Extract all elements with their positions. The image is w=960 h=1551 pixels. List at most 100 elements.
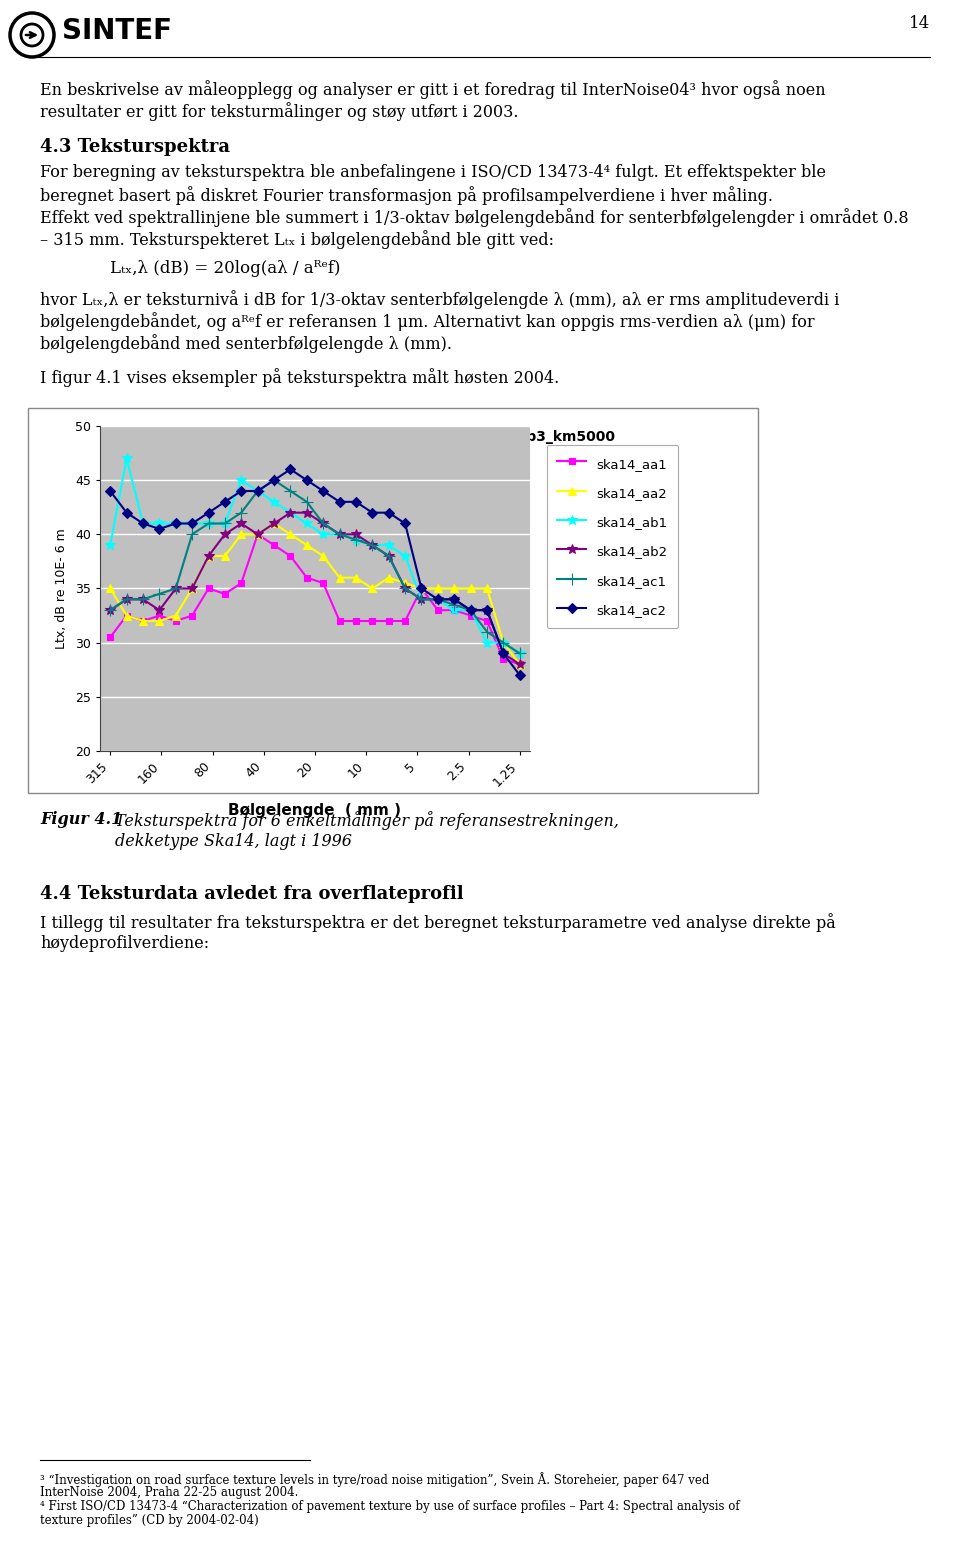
Text: Effekt ved spektrallinjene ble summert i 1/3-oktav bølgelengdebånd for senterbfø: Effekt ved spektrallinjene ble summert i… — [40, 208, 908, 226]
ska14_ac1 — [334, 526, 346, 544]
ska14_ac1 — [432, 589, 444, 608]
Text: Rv2_hp3_km5000: Rv2_hp3_km5000 — [481, 430, 615, 444]
ska14_ab1 — [268, 493, 279, 512]
ska14_ab2 — [252, 526, 263, 544]
Text: En beskrivelse av måleopplegg og analyser er gitt i et foredrag til InterNoise04: En beskrivelse av måleopplegg og analyse… — [40, 81, 826, 99]
Text: texture profiles” (CD by 2004-02-04): texture profiles” (CD by 2004-02-04) — [40, 1514, 259, 1528]
ska14_ac1 — [252, 482, 263, 501]
ska14_aa2 — [481, 579, 492, 597]
ska14_ab1 — [105, 535, 116, 554]
ska14_aa2 — [497, 633, 509, 651]
Line: ska14_aa1: ska14_aa1 — [107, 530, 523, 668]
ska14_aa2 — [334, 568, 346, 586]
ska14_ac1 — [285, 482, 297, 501]
ska14_aa2 — [137, 611, 149, 630]
ska14_aa1 — [170, 611, 181, 630]
ska14_aa2 — [219, 546, 230, 565]
ska14_ac1 — [465, 600, 476, 619]
ska14_aa1 — [514, 655, 525, 673]
ska14_aa2 — [350, 568, 362, 586]
ska14_aa1 — [301, 568, 313, 586]
ska14_ab1 — [219, 515, 230, 534]
ska14_aa2 — [252, 526, 263, 544]
ska14_ab1 — [448, 600, 460, 619]
ska14_ac1 — [121, 589, 132, 608]
ska14_ac2 — [465, 600, 476, 619]
ska14_ac2 — [235, 482, 247, 501]
ska14_aa2 — [235, 526, 247, 544]
ska14_ac2 — [383, 504, 395, 523]
ska14_ac1 — [219, 515, 230, 534]
ska14_ab2 — [219, 526, 230, 544]
ska14_ac1 — [235, 504, 247, 523]
ska14_ac1 — [448, 596, 460, 614]
ska14_ab1 — [481, 633, 492, 651]
ska14_aa1 — [203, 579, 214, 597]
ska14_ab1 — [170, 515, 181, 534]
Text: bølgelengdebånd med senterbfølgelengde λ (mm).: bølgelengdebånd med senterbfølgelengde λ… — [40, 333, 452, 354]
Text: Figur 4.1: Figur 4.1 — [40, 811, 122, 828]
ska14_ab1 — [235, 472, 247, 490]
Text: For beregning av teksturspektra ble anbefalingene i ISO/CD 13473-4⁴ fulgt. Et ef: For beregning av teksturspektra ble anbe… — [40, 164, 826, 181]
ska14_ac1 — [399, 579, 411, 597]
ska14_ab2 — [121, 589, 132, 608]
ska14_ab2 — [186, 579, 198, 597]
ska14_ac2 — [448, 589, 460, 608]
Text: 4.4 Teksturdata avledet fra overflateprofil: 4.4 Teksturdata avledet fra overflatepro… — [40, 886, 464, 903]
Text: bølgelengdebåndet, og aᴿᵉf er referansen 1 μm. Alternativt kan oppgis rms-verdie: bølgelengdebåndet, og aᴿᵉf er referansen… — [40, 312, 815, 330]
ska14_ac1 — [350, 530, 362, 549]
ska14_ac2 — [105, 482, 116, 501]
ska14_ac1 — [383, 546, 395, 565]
ska14_aa2 — [203, 546, 214, 565]
ska14_ac1 — [203, 515, 214, 534]
ska14_ab1 — [416, 589, 427, 608]
ska14_ac2 — [219, 493, 230, 512]
ska14_ab2 — [367, 535, 378, 554]
Text: Lₜₓ,λ (dB) = 20log(aλ / aᴿᵉf): Lₜₓ,λ (dB) = 20log(aλ / aᴿᵉf) — [110, 261, 341, 278]
ska14_ac2 — [350, 493, 362, 512]
ska14_aa2 — [301, 535, 313, 554]
Text: beregnet basert på diskret Fourier transformasjon på profilsampelverdiene i hver: beregnet basert på diskret Fourier trans… — [40, 186, 773, 205]
ska14_aa1 — [497, 650, 509, 668]
ska14_aa2 — [432, 579, 444, 597]
ska14_ab1 — [367, 535, 378, 554]
ska14_ab1 — [514, 644, 525, 662]
ska14_ac2 — [399, 515, 411, 534]
ska14_ab1 — [285, 504, 297, 523]
ska14_aa2 — [383, 568, 395, 586]
ska14_ac2 — [252, 482, 263, 501]
ska14_ab1 — [121, 450, 132, 468]
ska14_ac1 — [318, 515, 329, 534]
ska14_ac1 — [367, 535, 378, 554]
Bar — [28, 408, 758, 793]
ska14_ab2 — [497, 644, 509, 662]
ska14_aa1 — [252, 526, 263, 544]
Line: ska14_ab1: ska14_ab1 — [106, 453, 524, 658]
ska14_aa2 — [285, 526, 297, 544]
ska14_aa2 — [154, 611, 165, 630]
ska14_aa1 — [186, 606, 198, 625]
ska14_ac2 — [416, 579, 427, 597]
ska14_aa2 — [186, 579, 198, 597]
ska14_ac2 — [170, 515, 181, 534]
ska14_ac2 — [186, 515, 198, 534]
ska14_ab2 — [137, 589, 149, 608]
ska14_ac1 — [416, 589, 427, 608]
ska14_ab1 — [497, 633, 509, 651]
Text: 14: 14 — [909, 16, 930, 33]
Text: I tillegg til resultater fra teksturspektra er det beregnet teksturparametre ved: I tillegg til resultater fra teksturspek… — [40, 914, 836, 932]
ska14_ab2 — [268, 515, 279, 534]
X-axis label: Bølgelengde  ( mm ): Bølgelengde ( mm ) — [228, 803, 401, 817]
ska14_ab1 — [154, 515, 165, 534]
Text: Teksturspektra for 6 enkeltmålinger på referansestrekningen,: Teksturspektra for 6 enkeltmålinger på r… — [115, 811, 619, 830]
Text: 4.3 Teksturspektra: 4.3 Teksturspektra — [40, 138, 230, 157]
ska14_ab1 — [301, 515, 313, 534]
ska14_aa1 — [448, 600, 460, 619]
ska14_ab2 — [383, 546, 395, 565]
ska14_aa2 — [399, 574, 411, 592]
ska14_ab2 — [285, 504, 297, 523]
ska14_ab2 — [448, 589, 460, 608]
Text: ³ “Investigation on road surface texture levels in tyre/road noise mitigation”, : ³ “Investigation on road surface texture… — [40, 1472, 709, 1487]
Legend: ska14_aa1, ska14_aa2, ska14_ab1, ska14_ab2, ska14_ac1, ska14_ac2: ska14_aa1, ska14_aa2, ska14_ab1, ska14_a… — [546, 445, 679, 628]
ska14_ac1 — [268, 472, 279, 490]
